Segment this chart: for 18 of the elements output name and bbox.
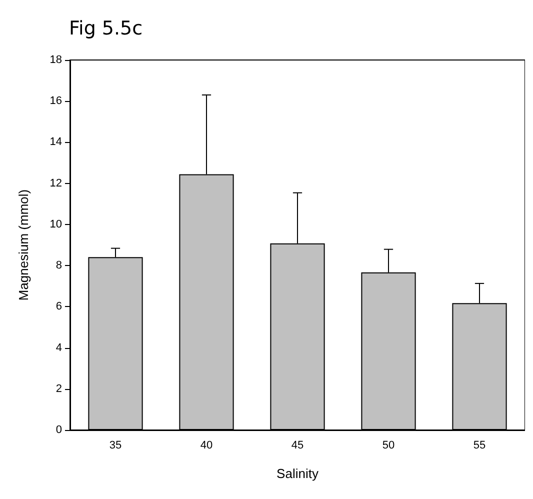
x-axis-title: Salinity [276, 466, 319, 481]
y-tick-label: 14 [50, 136, 62, 148]
x-tick-label: 40 [200, 440, 213, 452]
chart-title: Fig 5.5c [69, 18, 143, 40]
y-axis-title: Magnesium (mmol) [16, 189, 31, 301]
x-tick-label: 35 [109, 440, 122, 452]
y-tick-label: 18 [50, 54, 62, 66]
y-tick-label: 4 [56, 342, 62, 354]
y-tick-label: 10 [50, 218, 62, 230]
x-tick-label: 50 [382, 440, 395, 452]
x-tick-label: 55 [473, 440, 486, 452]
y-tick-label: 12 [50, 177, 62, 190]
y-tick-label: 0 [56, 424, 62, 436]
y-tick-label: 2 [56, 382, 62, 395]
y-tick-label: 6 [56, 300, 62, 313]
y-tick-label: 16 [50, 95, 62, 108]
x-tick-label: 45 [291, 440, 304, 452]
y-tick-label: 8 [56, 260, 62, 272]
